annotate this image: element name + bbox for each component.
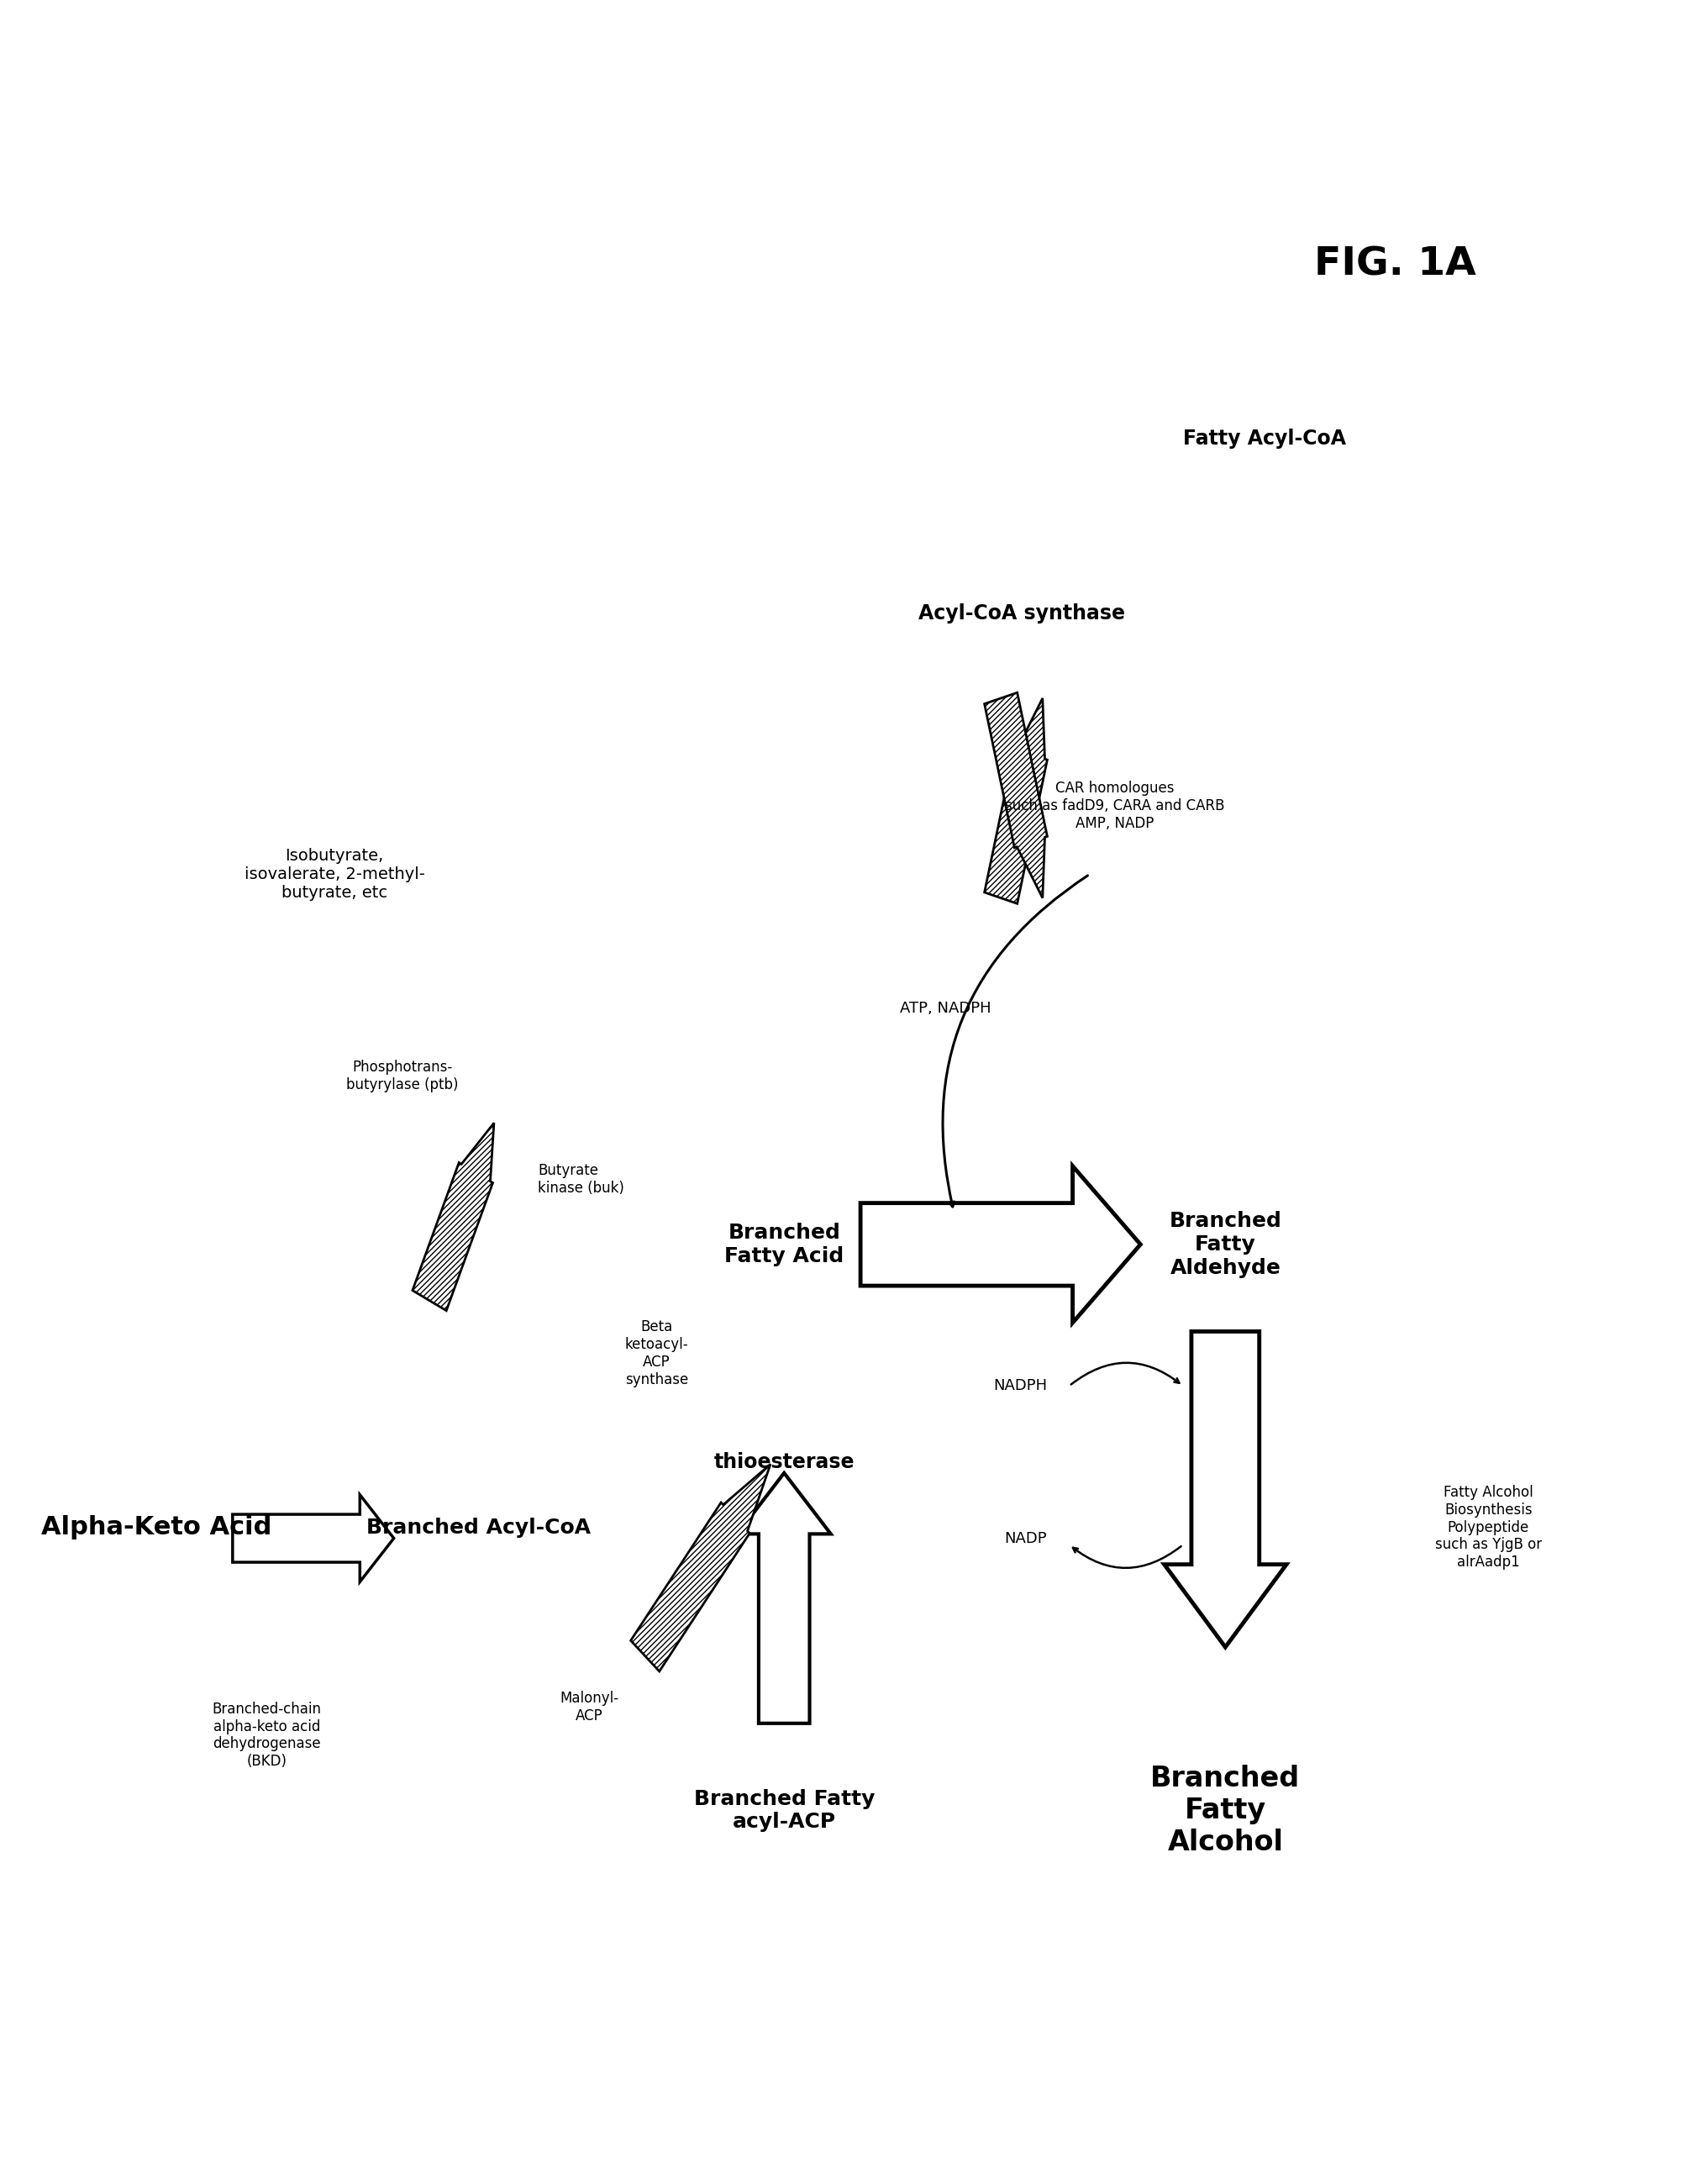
Text: Isobutyrate,
isovalerate, 2-methyl-
butyrate, etc: Isobutyrate, isovalerate, 2-methyl- buty… <box>244 847 424 900</box>
Text: Branched
Fatty
Aldehyde: Branched Fatty Aldehyde <box>1169 1210 1281 1278</box>
Text: Beta
ketoacyl-
ACP
synthase: Beta ketoacyl- ACP synthase <box>625 1319 688 1387</box>
Text: NADPH: NADPH <box>993 1378 1048 1393</box>
Text: CAR homologues
such as fadD9, CARA and CARB
AMP, NADP: CAR homologues such as fadD9, CARA and C… <box>1005 780 1225 830</box>
Text: ATP, NADPH: ATP, NADPH <box>900 1000 992 1016</box>
Text: Butyrate
kinase (buk): Butyrate kinase (buk) <box>538 1162 624 1195</box>
Text: Phosphotrans-
butyrylase (ptb): Phosphotrans- butyrylase (ptb) <box>346 1059 458 1092</box>
Polygon shape <box>985 692 1048 898</box>
Polygon shape <box>1164 1332 1287 1647</box>
Polygon shape <box>738 1472 832 1723</box>
Text: Branched Fatty
acyl-ACP: Branched Fatty acyl-ACP <box>694 1789 874 1832</box>
Text: Branched
Fatty
Alcohol: Branched Fatty Alcohol <box>1150 1765 1300 1856</box>
Text: Branched-chain
alpha-keto acid
dehydrogenase
(BKD): Branched-chain alpha-keto acid dehydroge… <box>211 1701 320 1769</box>
Text: FIG. 1A: FIG. 1A <box>1314 247 1476 284</box>
Polygon shape <box>985 699 1048 904</box>
Text: thioesterase: thioesterase <box>714 1452 854 1472</box>
Text: NADP: NADP <box>1005 1531 1048 1546</box>
Polygon shape <box>630 1463 770 1671</box>
Text: Branched Acyl-CoA: Branched Acyl-CoA <box>366 1518 591 1538</box>
Polygon shape <box>412 1123 494 1310</box>
Text: Fatty Acyl-CoA: Fatty Acyl-CoA <box>1183 428 1346 450</box>
Text: Malonyl-
ACP: Malonyl- ACP <box>559 1690 619 1723</box>
Text: Branched
Fatty Acid: Branched Fatty Acid <box>724 1223 843 1267</box>
Polygon shape <box>861 1166 1140 1324</box>
Polygon shape <box>232 1494 394 1581</box>
Text: Alpha-Keto Acid: Alpha-Keto Acid <box>41 1516 271 1540</box>
Text: Fatty Alcohol
Biosynthesis
Polypeptide
such as YjgB or
alrAadp1: Fatty Alcohol Biosynthesis Polypeptide s… <box>1435 1485 1542 1570</box>
Text: Acyl-CoA synthase: Acyl-CoA synthase <box>918 603 1125 622</box>
